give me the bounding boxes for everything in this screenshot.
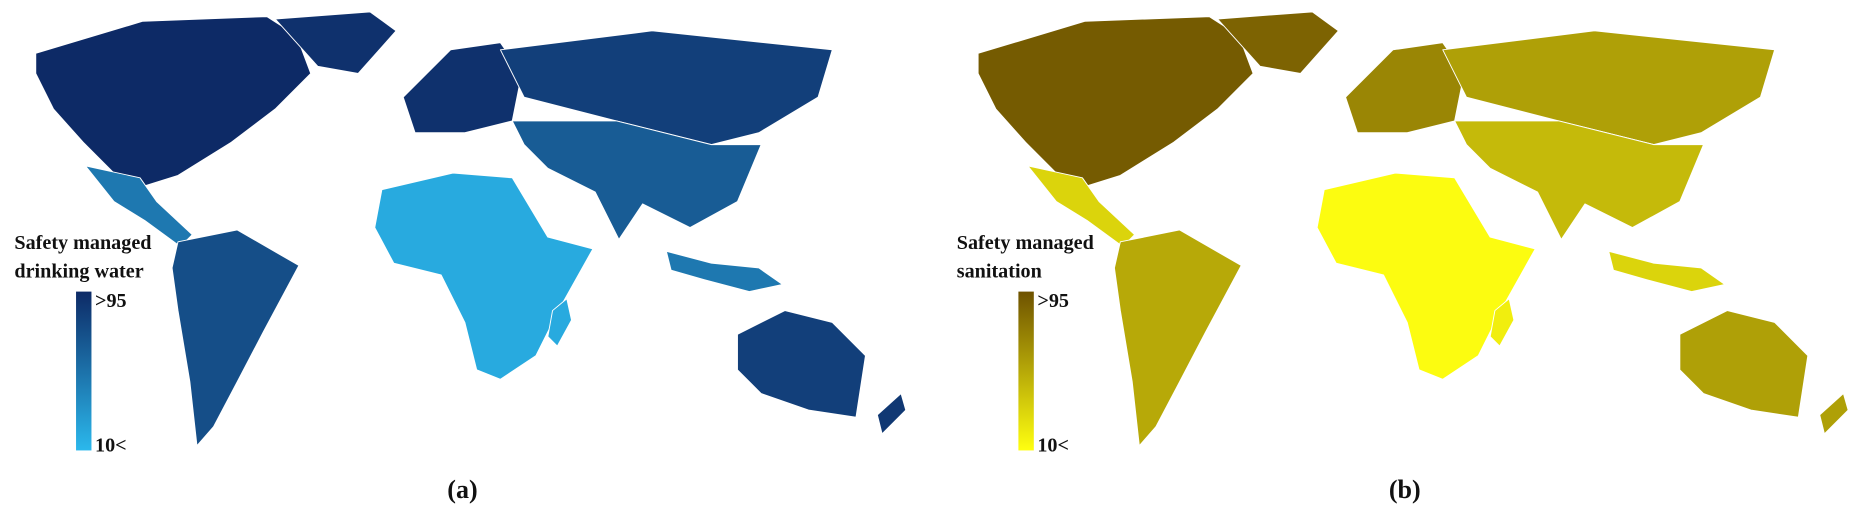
region [1316, 172, 1536, 380]
panel: Safety managed sanitation >95 10< (b) [957, 11, 1849, 504]
region [374, 172, 594, 380]
legend-min: 10< [1037, 435, 1069, 457]
legend-title: sanitation [957, 260, 1042, 282]
region [977, 16, 1254, 188]
legend-bar [76, 291, 92, 451]
region [171, 229, 300, 447]
panel-label: (a) [447, 475, 477, 504]
legend-bar [1018, 291, 1034, 451]
legend-max: >95 [1037, 290, 1069, 312]
region [511, 120, 762, 240]
legend-title: Safety managed [957, 232, 1094, 254]
region [1679, 310, 1809, 418]
region [736, 310, 866, 418]
legend-title: drinking water [14, 260, 143, 282]
region [547, 298, 572, 347]
region [1442, 30, 1776, 146]
region [1608, 250, 1726, 293]
legend-title: Safety managed [14, 232, 151, 254]
region [499, 30, 833, 146]
region [1819, 393, 1849, 435]
region [1345, 42, 1465, 134]
region [402, 42, 523, 134]
region [1217, 11, 1339, 74]
region [35, 16, 312, 188]
panel-label: (b) [1389, 475, 1421, 504]
region [665, 250, 783, 293]
world-map [35, 11, 907, 447]
region [1113, 229, 1242, 447]
region [1489, 298, 1515, 347]
region [274, 11, 397, 74]
region [1454, 120, 1705, 240]
world-map [977, 11, 1849, 447]
region [876, 393, 907, 435]
legend-min: 10< [95, 435, 127, 457]
legend-max: >95 [95, 290, 127, 312]
panel: Safety managed drinking water >95 10< (a) [14, 11, 907, 504]
